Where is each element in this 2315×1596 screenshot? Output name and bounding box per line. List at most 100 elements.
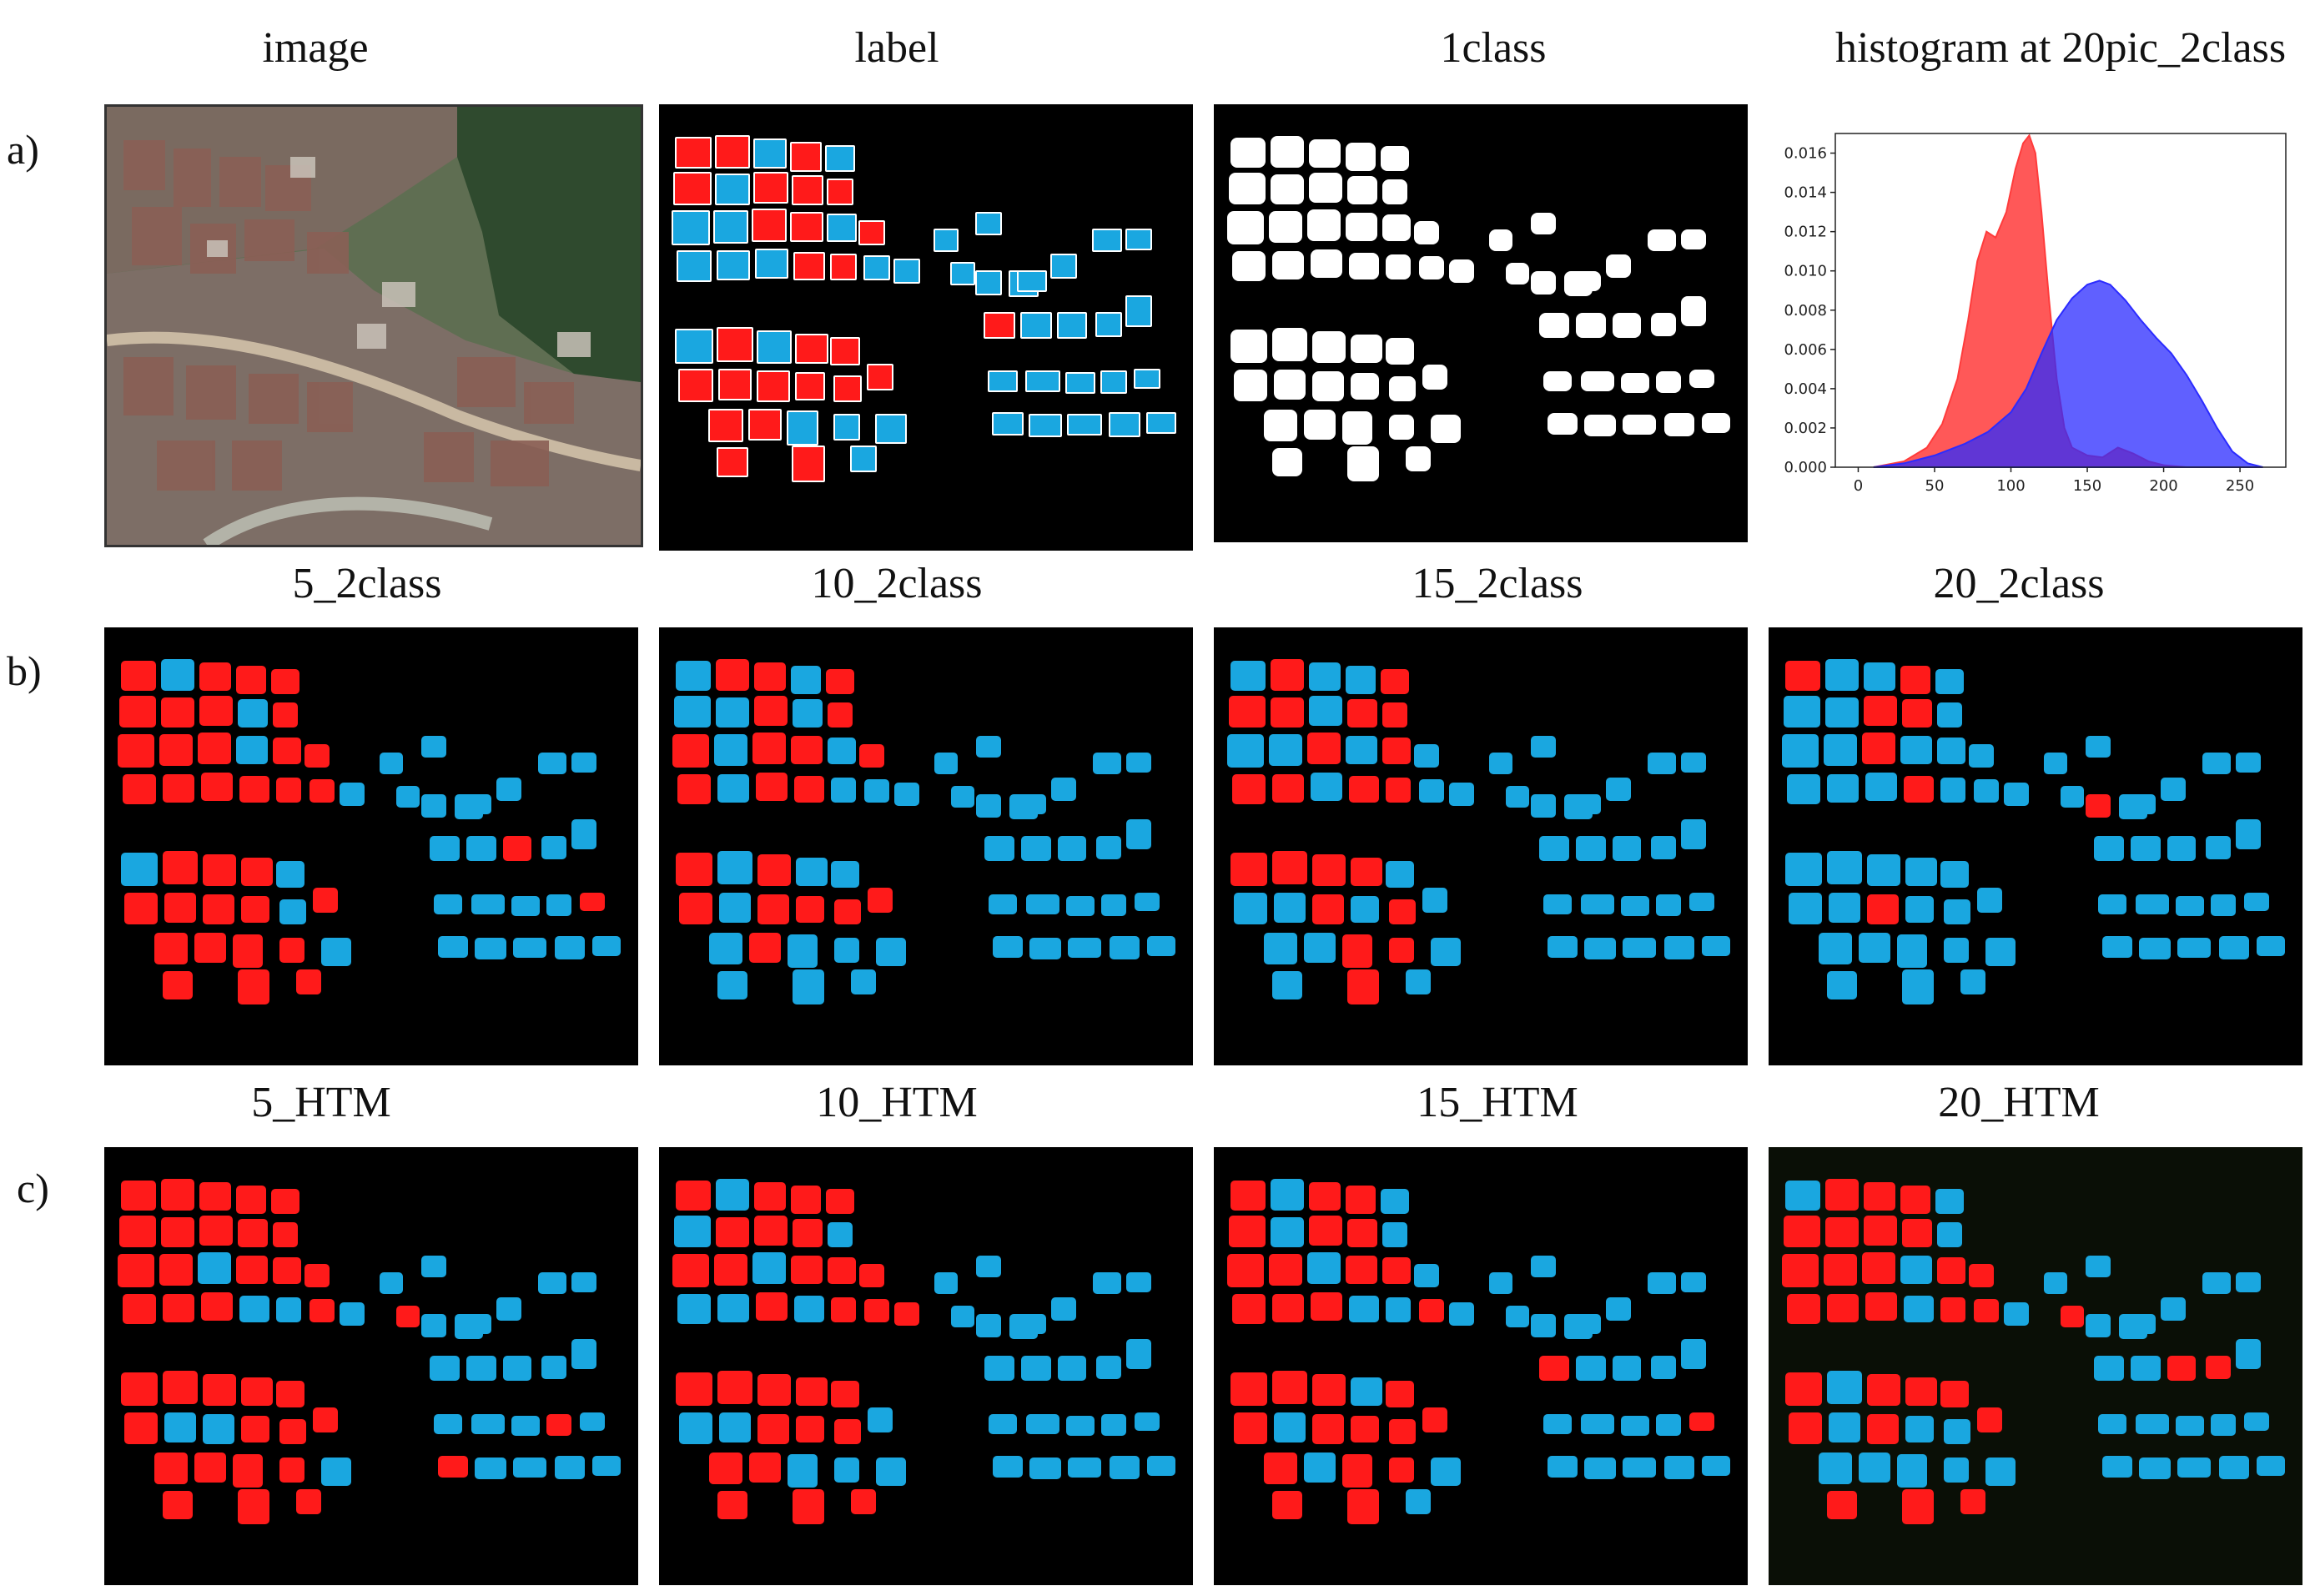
building-footprint (1865, 1292, 1897, 1321)
building-footprint (828, 738, 856, 764)
building-footprint (717, 971, 747, 999)
building-footprint (121, 1181, 156, 1211)
building-footprint (1347, 446, 1379, 481)
building-footprint (321, 938, 351, 966)
building-footprint (1613, 1356, 1641, 1381)
mask-10-2class (672, 659, 1175, 1004)
building-footprint (1351, 373, 1379, 400)
building-footprint (194, 933, 226, 963)
building-footprint (466, 836, 496, 861)
building-footprint (677, 250, 712, 282)
building-footprint (2167, 836, 2196, 861)
building-footprint (161, 659, 194, 691)
building-footprint (1648, 1272, 1676, 1294)
building-footprint (118, 1254, 154, 1287)
building-footprint (2206, 1356, 2231, 1379)
building-footprint (1309, 1182, 1341, 1211)
building-footprint (1307, 209, 1341, 241)
building-footprint (1066, 896, 1095, 916)
building-footprint (2061, 1306, 2084, 1327)
building-footprint (1307, 1252, 1341, 1284)
building-footprint (463, 794, 491, 814)
building-footprint (1681, 296, 1706, 326)
histogram-panel: 0.000 0.002 0.004 0.006 0.008 0.010 0.012 0.014… (1769, 117, 2302, 526)
building-footprint (1021, 1356, 1051, 1381)
building-footprint (1349, 253, 1379, 279)
building-footprint (203, 1414, 234, 1444)
building-footprint (1829, 893, 1860, 923)
building-footprint (2202, 753, 2231, 774)
building-footprint (1096, 1356, 1121, 1379)
building-footprint (1902, 969, 1934, 1004)
building-footprint (1681, 1272, 1706, 1292)
building-footprint (121, 853, 158, 886)
building-footprint (1937, 702, 1962, 728)
label-panel (659, 104, 1193, 551)
building-footprint (1051, 778, 1076, 801)
building-footprint (754, 662, 786, 691)
building-footprint (1489, 753, 1512, 774)
building-footprint (679, 893, 712, 924)
building-footprint (984, 1356, 1014, 1381)
building-footprint (241, 1377, 273, 1406)
building-footprint (1414, 744, 1439, 768)
building-footprint (1386, 338, 1414, 365)
building-footprint (1095, 312, 1122, 337)
building-footprint (1414, 221, 1439, 244)
building-footprint (791, 1186, 821, 1214)
building-footprint (2257, 1456, 2285, 1476)
building-footprint (571, 1339, 596, 1369)
building-footprint (296, 1489, 321, 1514)
building-footprint (1125, 229, 1152, 250)
building-footprint (1902, 1489, 1934, 1524)
building-footprint (976, 794, 1001, 818)
building-footprint (1068, 938, 1101, 958)
building-footprint (1018, 794, 1046, 814)
building-footprint (1937, 738, 1965, 764)
building-footprint (1312, 894, 1344, 924)
building-footprint (864, 779, 889, 803)
building-footprint (1264, 933, 1297, 964)
building-footprint (989, 1414, 1017, 1434)
building-footprint (1272, 448, 1302, 476)
building-footprint (430, 836, 460, 861)
building-footprint (1346, 143, 1376, 171)
mask-5-htm (118, 1179, 621, 1524)
building-footprint (313, 1407, 338, 1432)
building-footprint (828, 1257, 856, 1284)
building-footprint (2177, 938, 2211, 958)
building-footprint (239, 776, 269, 803)
building-footprint (2136, 1414, 2169, 1434)
building-footprint (2086, 736, 2111, 758)
building-footprint (788, 934, 818, 968)
building-footprint (1905, 896, 1934, 923)
building-footprint (236, 1256, 268, 1284)
building-footprint (1272, 1491, 1302, 1519)
building-footprint (1312, 371, 1344, 401)
building-footprint (1859, 933, 1890, 963)
building-footprint (1623, 938, 1656, 958)
building-footprint (717, 447, 748, 477)
building-footprint (273, 738, 301, 764)
building-footprint (236, 736, 268, 764)
building-footprint (1135, 893, 1160, 911)
building-footprint (2161, 778, 2186, 801)
building-footprint (1311, 773, 1342, 801)
panel-10-2class (659, 627, 1193, 1065)
building-footprint (276, 778, 301, 803)
building-footprint (757, 894, 789, 924)
x-tick-label: 150 (2073, 477, 2101, 495)
building-footprint (1862, 733, 1895, 764)
building-footprint (546, 1414, 571, 1436)
building-footprint (2257, 936, 2285, 956)
building-footprint (834, 1458, 859, 1483)
mask-10-htm (672, 1179, 1175, 1524)
building-footprint (717, 1294, 749, 1322)
building-footprint (1825, 1217, 1859, 1247)
building-footprint (463, 1314, 491, 1334)
building-footprint (124, 1412, 158, 1444)
y-tick-label: 0.000 (1784, 459, 1827, 476)
building-footprint (163, 1294, 194, 1322)
building-footprint (1125, 295, 1152, 327)
building-footprint (1029, 1458, 1061, 1479)
